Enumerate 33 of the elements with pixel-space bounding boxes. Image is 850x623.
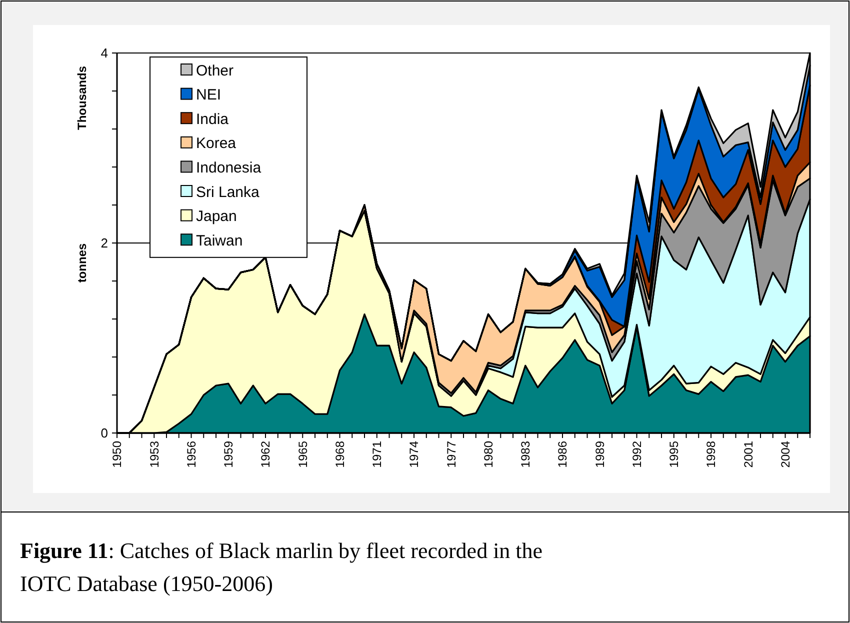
x-tick-label: 1965 [296, 440, 310, 468]
x-tick-label: 1974 [407, 440, 422, 468]
x-tick-label: 1959 [222, 440, 236, 468]
x-tick-label: 1980 [481, 440, 496, 468]
y-tick-label: 2 [100, 236, 108, 251]
x-tick-label: 2001 [741, 440, 756, 468]
x-tick-label: 1971 [370, 440, 384, 468]
legend-label: Japan [196, 208, 237, 226]
legend-label: Taiwan [196, 232, 243, 250]
x-tick-label: 1998 [704, 440, 718, 468]
x-tick-label: 1968 [332, 440, 347, 468]
legend-label: NEI [196, 86, 222, 104]
x-tick-label: 1956 [184, 440, 198, 468]
x-tick-label: 1962 [258, 440, 273, 468]
legend-label: Indonesia [196, 159, 262, 176]
text: Thousands [75, 66, 89, 130]
x-tick-label: 1983 [518, 440, 533, 468]
legend-label: India [196, 110, 230, 128]
x-tick-label: 1995 [667, 440, 682, 468]
x-tick-label: 2004 [778, 440, 792, 468]
legend-label: Korea [196, 135, 237, 152]
x-tick-label: 1977 [444, 440, 458, 468]
y-axis-title: tonnes [75, 243, 89, 283]
x-tick-label: 1992 [630, 440, 644, 468]
legend-label: Other [196, 62, 234, 80]
x-tick-label: 1953 [147, 440, 162, 468]
x-tick-label: 1950 [110, 440, 124, 468]
y-tick-label: 4 [100, 46, 108, 61]
x-tick-label: 1986 [556, 440, 570, 468]
legend-label: Sri Lanka [196, 184, 260, 201]
x-tick-label: 1989 [592, 440, 607, 468]
y-tick-label: 0 [100, 426, 108, 441]
text: Figure 11: Catches of Black marlin by fleet recorded in the IOTC Database (1950-2006) [20, 538, 543, 596]
